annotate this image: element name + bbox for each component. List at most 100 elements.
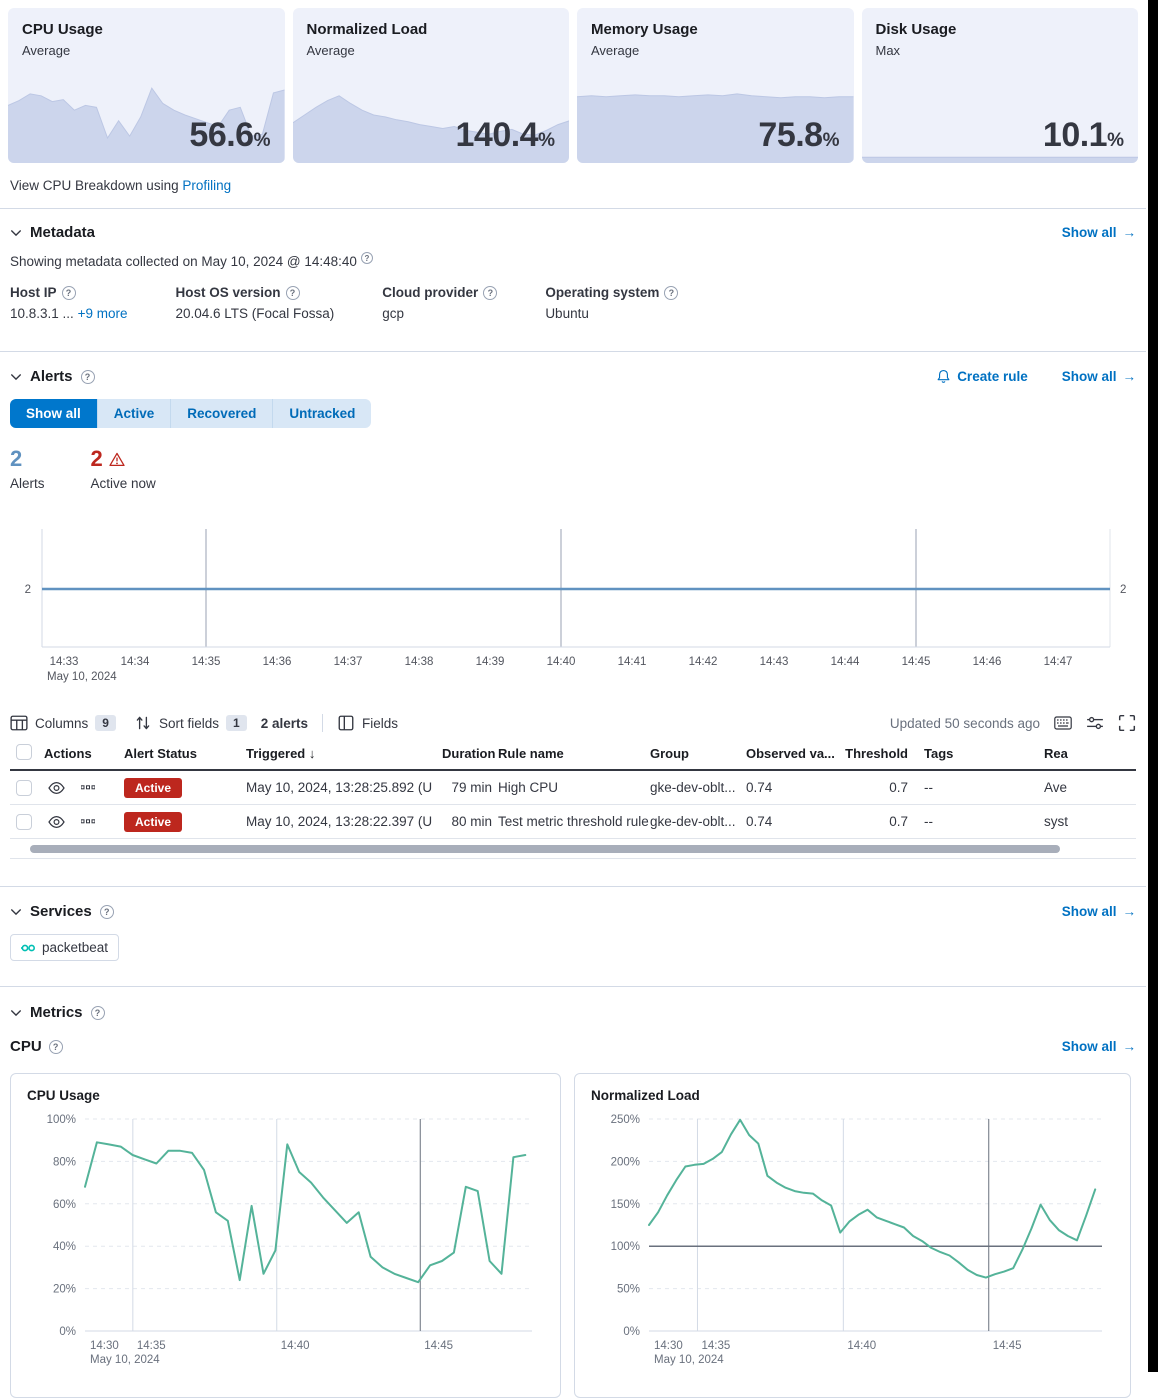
question-icon[interactable]: ? [81,370,95,384]
profiling-link[interactable]: Profiling [182,178,231,193]
question-icon[interactable]: ? [49,1040,63,1054]
svg-text:14:35: 14:35 [701,1340,730,1352]
chevron-down-icon[interactable] [10,371,22,383]
view-alert-eye-icon[interactable] [48,815,65,829]
svg-text:14:47: 14:47 [1044,656,1073,668]
col-duration[interactable]: Duration [442,746,498,761]
question-icon[interactable]: ? [483,286,497,300]
metadata-show-all-link[interactable]: Show all→ [1062,225,1136,240]
question-icon[interactable]: ? [100,905,114,919]
display-options-icon[interactable] [1086,714,1104,732]
svg-text:14:34: 14:34 [121,656,150,668]
svg-text:14:45: 14:45 [424,1340,453,1352]
tab-untracked[interactable]: Untracked [273,399,371,428]
metadata-field-operating-system: Operating system? Ubuntu [545,285,678,321]
col-actions[interactable]: Actions [44,746,124,761]
service-badge-packetbeat[interactable]: packetbeat [10,934,119,961]
question-icon[interactable]: ? [664,286,678,300]
svg-text:14:38: 14:38 [405,656,434,668]
alerts-total-count: 2 Alerts [10,448,45,491]
col-reason[interactable]: Rea [1044,746,1136,761]
sort-fields-button[interactable]: Sort fields 1 [134,714,247,732]
fullscreen-icon[interactable] [1118,714,1136,732]
kpi-subtitle: Max [862,38,1139,58]
arrow-right-icon: → [1123,369,1137,384]
keyboard-icon[interactable] [1054,714,1072,732]
services-show-all-link[interactable]: Show all→ [1062,904,1136,919]
fields-button[interactable]: Fields [337,714,398,732]
kpi-value: 75.8% [758,116,839,155]
col-threshold[interactable]: Threshold [840,746,924,761]
alerts-show-all-link[interactable]: Show all→ [1062,369,1136,384]
threshold-cell: 0.7 [840,814,924,829]
table-row[interactable]: Active May 10, 2024, 13:28:22.397 (U 80 … [10,805,1136,839]
tags-cell: -- [924,814,1044,829]
row-checkbox[interactable] [16,780,32,796]
group-cell: gke-dev-oblt... [650,814,746,829]
more-ips-link[interactable]: +9 more [78,306,128,321]
chevron-down-icon[interactable] [10,1007,22,1019]
kpi-value: 140.4% [456,116,556,155]
metadata-fields: Host IP? 10.8.3.1 ... +9 more Host OS ve… [10,285,1136,321]
svg-text:14:30: 14:30 [654,1340,683,1352]
col-tags[interactable]: Tags [924,746,1044,761]
kpi-card-disk-usage[interactable]: Disk Usage Max 10.1% [862,8,1139,163]
question-icon[interactable]: ? [91,1006,105,1020]
svg-text:100%: 100% [47,1114,76,1126]
col-group[interactable]: Group [650,746,746,761]
arrow-right-icon: → [1123,904,1137,919]
svg-text:20%: 20% [53,1284,76,1296]
select-all-checkbox[interactable] [16,744,32,760]
svg-text:14:44: 14:44 [831,656,860,668]
kpi-card-normalized-load[interactable]: Normalized Load Average 140.4% [293,8,570,163]
col-observed-value[interactable]: Observed va... [746,746,840,761]
row-checkbox[interactable] [16,814,32,830]
alerts-heading: Alerts [30,368,73,385]
svg-text:0%: 0% [59,1326,76,1338]
columns-button[interactable]: Columns 9 [10,714,116,732]
kpi-card-memory-usage[interactable]: Memory Usage Average 75.8% [577,8,854,163]
question-icon[interactable]: ? [62,286,76,300]
table-row[interactable]: Active May 10, 2024, 13:28:25.892 (U 79 … [10,771,1136,805]
host-detail-page: CPU Usage Average 56.6% Normalized Load … [0,0,1146,1398]
tab-active[interactable]: Active [98,399,172,428]
status-badge: Active [124,778,182,798]
clock-info-icon[interactable]: ? [361,252,373,264]
alerts-active-count: 2 Active now [91,448,156,491]
more-actions-icon[interactable] [81,819,95,824]
svg-text:14:39: 14:39 [476,656,505,668]
col-alert-status[interactable]: Alert Status [124,746,246,761]
tab-show-all[interactable]: Show all [10,399,98,428]
svg-text:14:30: 14:30 [90,1340,119,1352]
question-icon[interactable]: ? [286,286,300,300]
tab-recovered[interactable]: Recovered [171,399,273,428]
col-triggered[interactable]: Triggered ↓ [246,746,442,761]
tags-cell: -- [924,780,1044,795]
horizontal-scrollbar[interactable] [30,845,1060,853]
kpi-subtitle: Average [293,38,570,58]
observed-value-cell: 0.74 [746,780,840,795]
chevron-down-icon[interactable] [10,227,22,239]
svg-text:40%: 40% [53,1241,76,1253]
observed-value-cell: 0.74 [746,814,840,829]
more-actions-icon[interactable] [81,785,95,790]
view-alert-eye-icon[interactable] [48,781,65,795]
kpi-subtitle: Average [8,38,285,58]
triggered-cell: May 10, 2024, 13:28:22.397 (U [246,814,442,829]
profiling-note: View CPU Breakdown using Profiling [10,178,1146,193]
svg-text:100%: 100% [611,1241,640,1253]
create-rule-link[interactable]: Create rule [936,369,1028,384]
chart-title: CPU Usage [27,1088,544,1103]
svg-text:2: 2 [25,584,31,596]
cpu-usage-chart[interactable]: 0%20%40%60%80%100%14:3014:3514:4014:45Ma… [27,1107,542,1383]
metrics-show-all-link[interactable]: Show all→ [1062,1039,1136,1054]
chevron-down-icon[interactable] [10,906,22,918]
col-rule-name[interactable]: Rule name [498,746,650,761]
svg-text:2: 2 [1120,584,1126,596]
kpi-card-cpu-usage[interactable]: CPU Usage Average 56.6% [8,8,285,163]
svg-text:250%: 250% [611,1114,640,1126]
profiling-note-text: View CPU Breakdown using [10,178,179,193]
alerts-timeline-chart[interactable]: 2214:3314:3414:3514:3614:3714:3814:3914:… [10,529,1136,692]
normalized-load-chart[interactable]: 0%50%100%150%200%250%14:3014:3514:4014:4… [591,1107,1112,1383]
metrics-section: Metrics ? CPU ? Show all→ CPU Usage 0%20… [0,987,1146,1398]
